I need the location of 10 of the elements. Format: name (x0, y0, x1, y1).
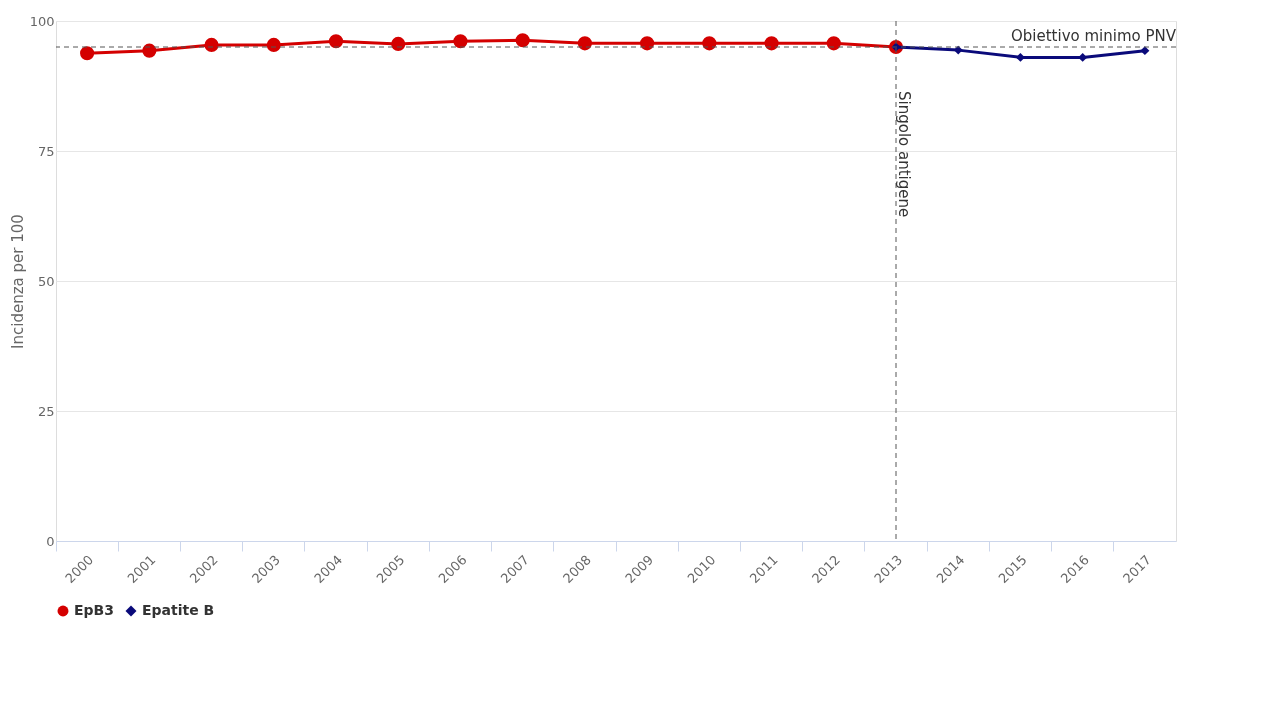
legend-label: EpB3 (74, 602, 114, 618)
y-tick-label: 75 (37, 143, 55, 159)
ref-line-label: Singolo antigene (895, 91, 913, 218)
y-tick-label: 0 (46, 533, 55, 549)
y-tick-label: 50 (37, 273, 55, 289)
y-tick-label: 25 (37, 403, 55, 419)
y-tick-label: 100 (29, 13, 55, 29)
ref-line-label: Obiettivo minimo PNV (1010, 27, 1177, 45)
legend-label: Epatite B (142, 602, 215, 618)
y-axis-title: Incidenza per 100 (8, 214, 27, 349)
